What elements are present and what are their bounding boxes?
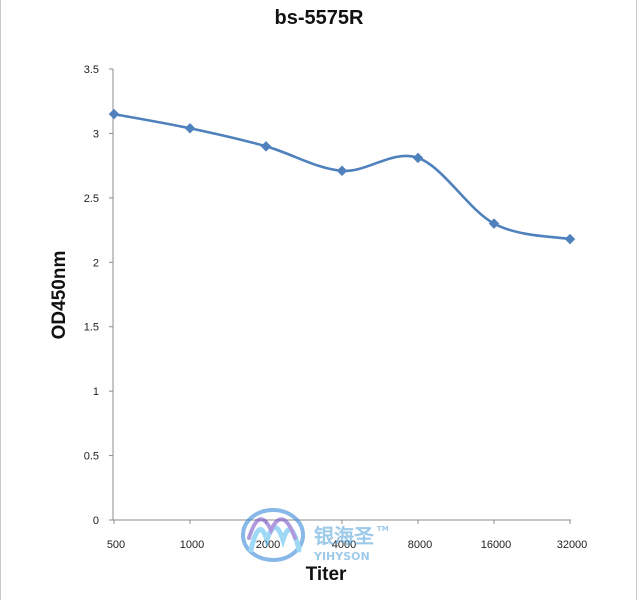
watermark-wave-top	[247, 517, 297, 540]
y-tick-label: 2	[93, 257, 99, 269]
watermark-logo-icon	[241, 508, 305, 562]
x-tick-label: 32000	[557, 539, 588, 551]
y-tick-label: 2.5	[84, 193, 99, 205]
data-point-marker	[336, 165, 348, 177]
x-tick-label: 4000	[332, 539, 356, 551]
data-point-marker	[488, 218, 500, 229]
axes	[109, 68, 571, 524]
x-tick-label: 1000	[180, 539, 204, 551]
watermark: 银海圣 TM YIHYSON	[241, 508, 389, 563]
x-tick-label: 8000	[408, 539, 432, 551]
x-axis-label: Titer	[306, 564, 347, 585]
series-layer	[112, 112, 572, 241]
data-point-marker	[564, 233, 576, 245]
marker-layer	[108, 108, 576, 245]
x-tick-label: 16000	[481, 539, 512, 551]
y-tick-label: 3	[93, 128, 99, 140]
data-point-marker	[260, 140, 272, 152]
data-point-marker	[412, 152, 424, 164]
data-point-marker	[108, 108, 120, 120]
y-tick-label: 3.5	[84, 64, 99, 76]
data-point-marker	[184, 122, 196, 134]
watermark-text-cn: 银海圣	[314, 524, 375, 548]
chart-title: bs-5575R	[275, 7, 364, 29]
x-tick-label: 500	[107, 539, 125, 551]
y-tick-label: 1	[93, 386, 99, 398]
watermark-text-en: YIHYSON	[313, 550, 370, 563]
y-tick-label: 1.5	[84, 322, 99, 334]
y-tick-label: 0.5	[84, 451, 99, 463]
watermark-ring	[241, 508, 305, 562]
watermark-tm: TM	[377, 525, 389, 533]
y-axis-label: OD450nm	[49, 251, 70, 340]
series-line	[112, 112, 572, 241]
y-tick-label: 0	[93, 515, 99, 527]
